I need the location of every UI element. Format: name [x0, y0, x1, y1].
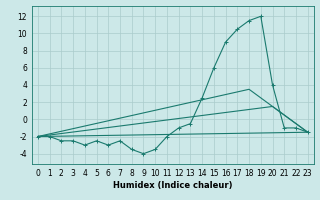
- X-axis label: Humidex (Indice chaleur): Humidex (Indice chaleur): [113, 181, 233, 190]
